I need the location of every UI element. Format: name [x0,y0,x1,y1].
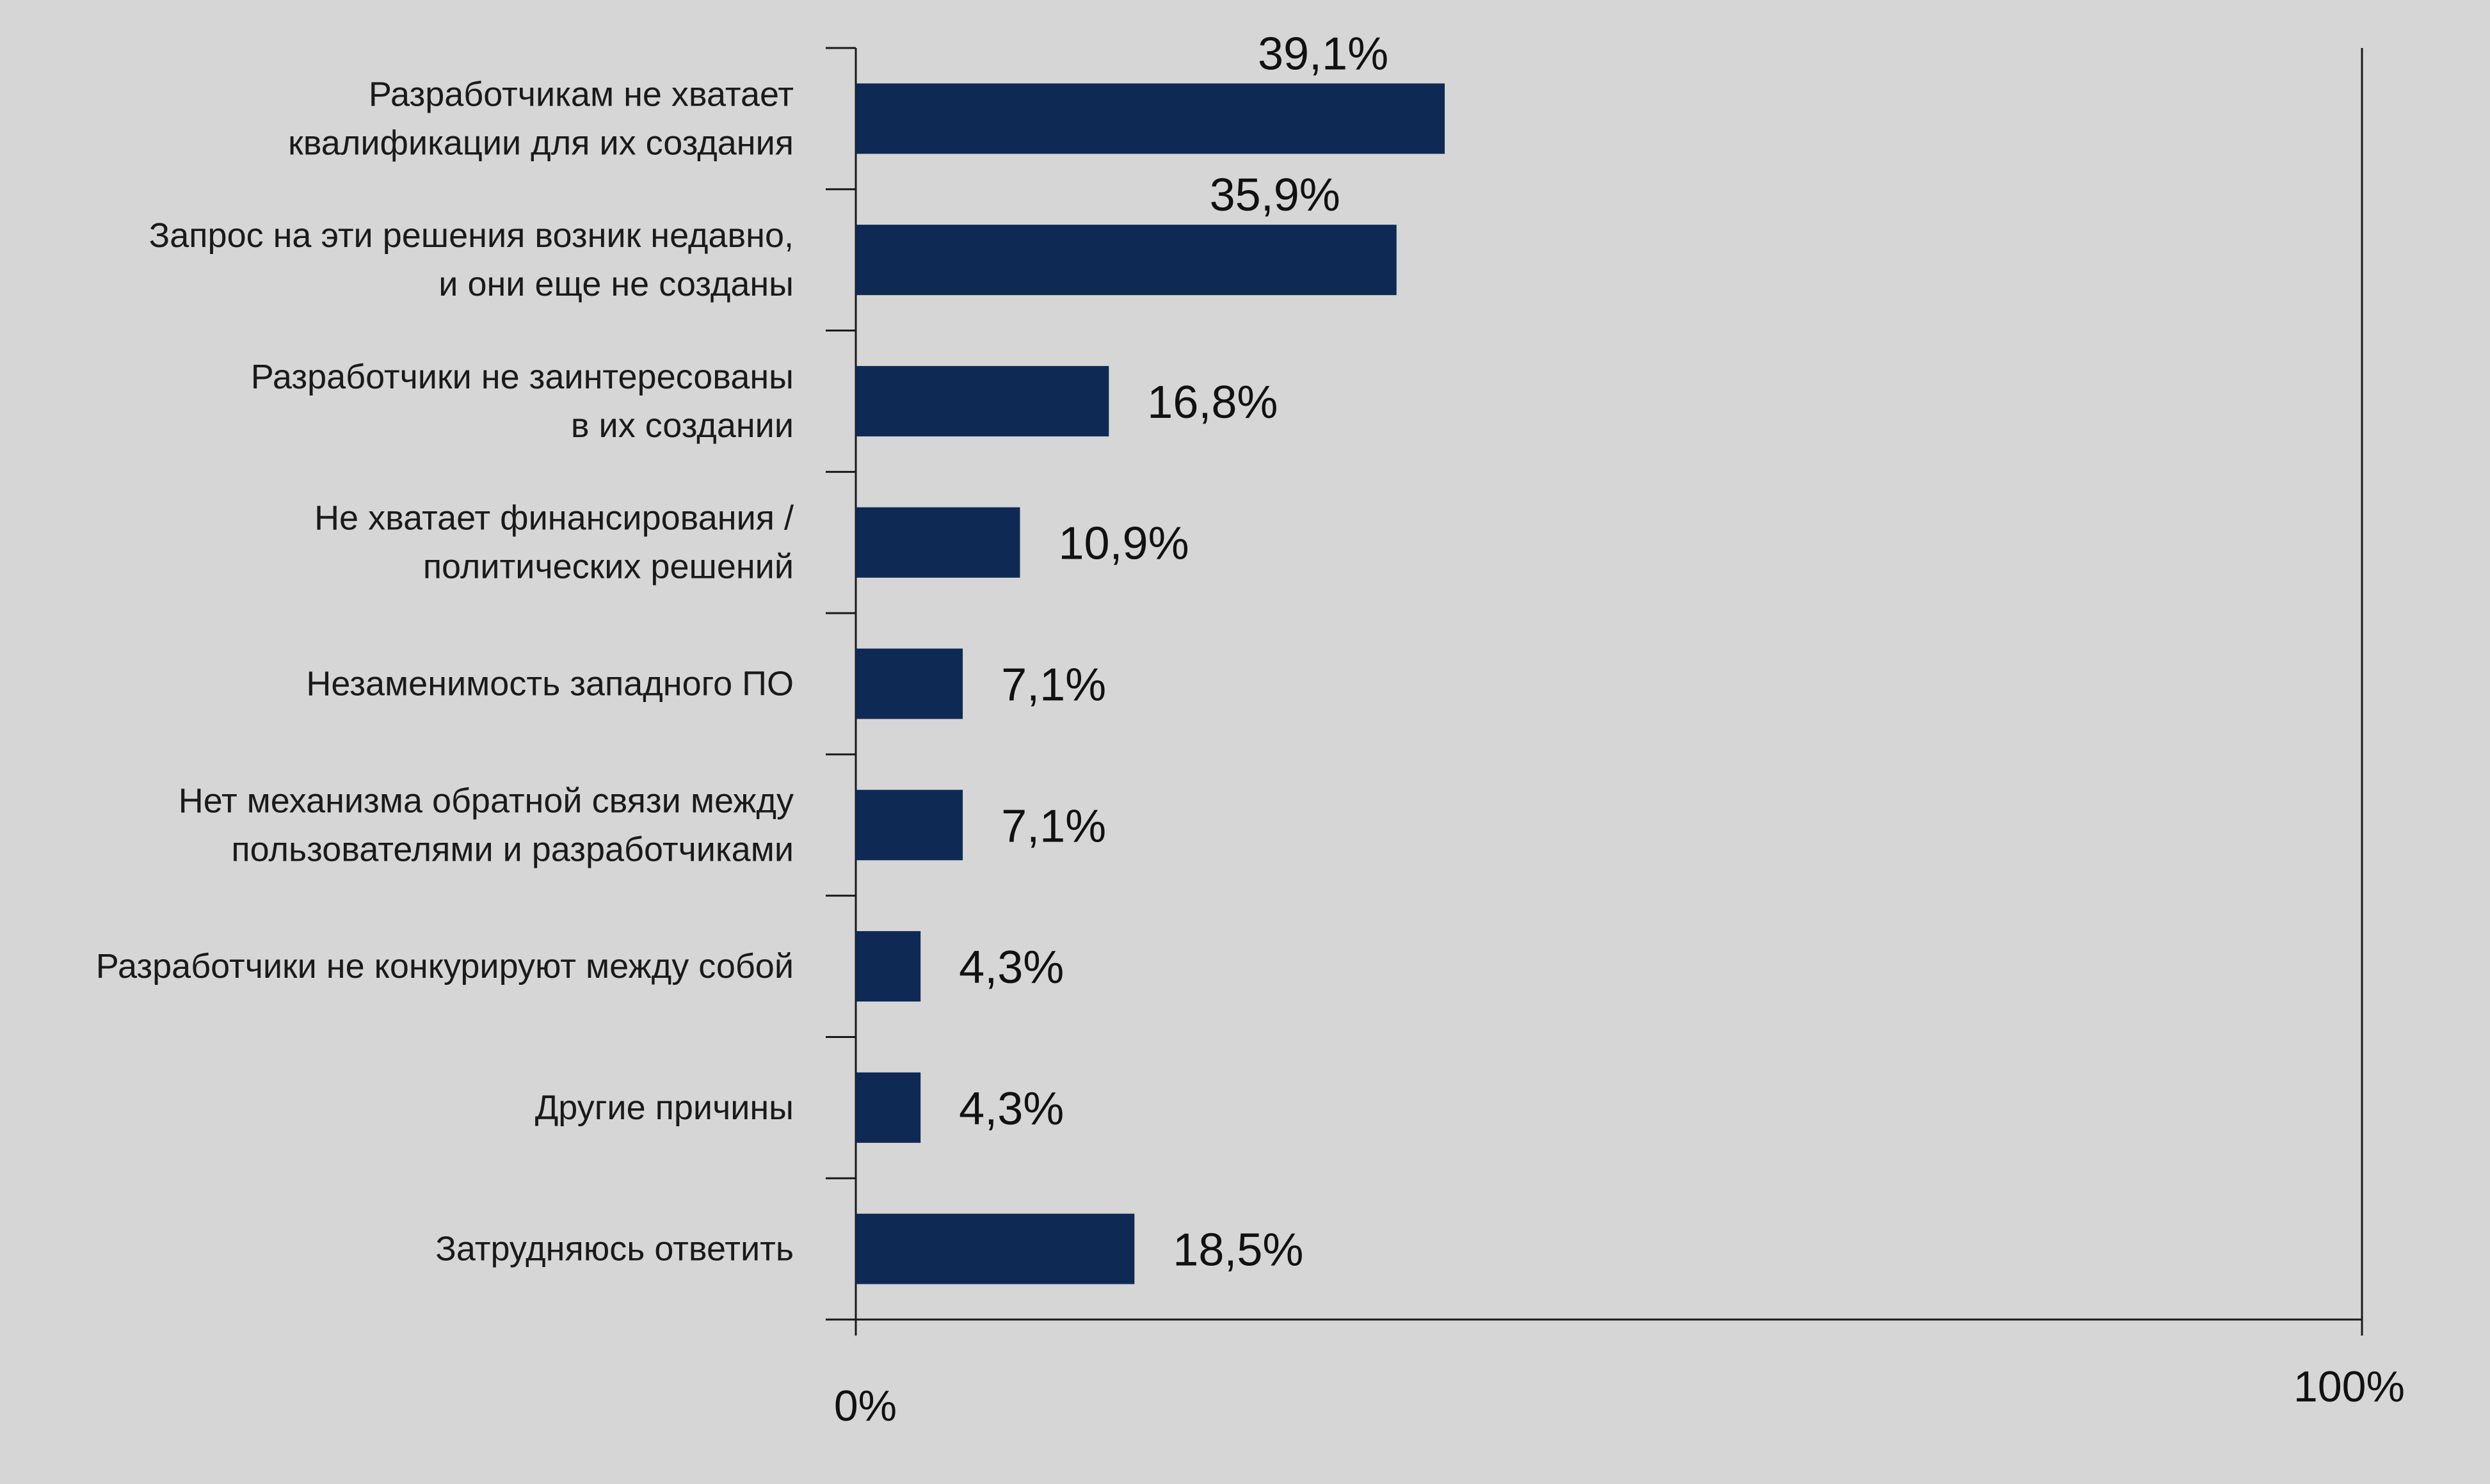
bar [856,931,921,1002]
bar [856,83,1445,154]
bar [856,790,963,861]
bar [856,507,1020,578]
category-label: пользователями и разработчиками [231,830,794,868]
bar [856,1072,921,1143]
category-label: в их создании [571,406,794,445]
category-label: Разработчикам не хватает [369,75,794,113]
category-label: политических решений [423,548,794,586]
category-label: и они еще не созданы [438,265,794,303]
category-label: Другие причины [535,1089,794,1127]
bar [856,648,963,719]
bars-layer [856,83,1445,1284]
category-label: квалификации для их создания [288,124,794,162]
bar [856,225,1397,296]
category-label: Разработчики не конкурируют между собой [96,947,794,985]
labels-layer: 39,1% Разработчикам не хватает квалификаци… [96,28,1388,1275]
bar [856,365,1109,436]
bar-value-label: 7,1% [1001,660,1106,711]
bar-value-label: 16,8% [1147,377,1278,428]
category-label: Нет механизма обратной связи между [179,781,794,820]
bar-value-label: 7,1% [1001,801,1106,852]
category-label: Запрос на эти решения возник недавно, [149,216,794,255]
category-label: Разработчики не заинтересованы [251,358,794,396]
bar-value-label: 39,1% [1258,28,1388,79]
bar [856,1213,1135,1284]
bar-value-label: 35,9% [1210,170,1340,221]
x-tick-label-min: 0% [834,1382,897,1430]
category-label: Незаменимость западного ПО [306,665,794,703]
bar-value-label: 4,3% [959,1083,1064,1135]
bar-value-label: 10,9% [1058,518,1189,570]
category-label: Затрудняюсь ответить [435,1230,794,1268]
x-tick-label-max: 100% [2293,1362,2405,1411]
bar-value-label: 18,5% [1173,1225,1303,1276]
category-label: Не хватает финансирования / [314,499,794,538]
bar-value-label: 4,3% [959,942,1064,993]
